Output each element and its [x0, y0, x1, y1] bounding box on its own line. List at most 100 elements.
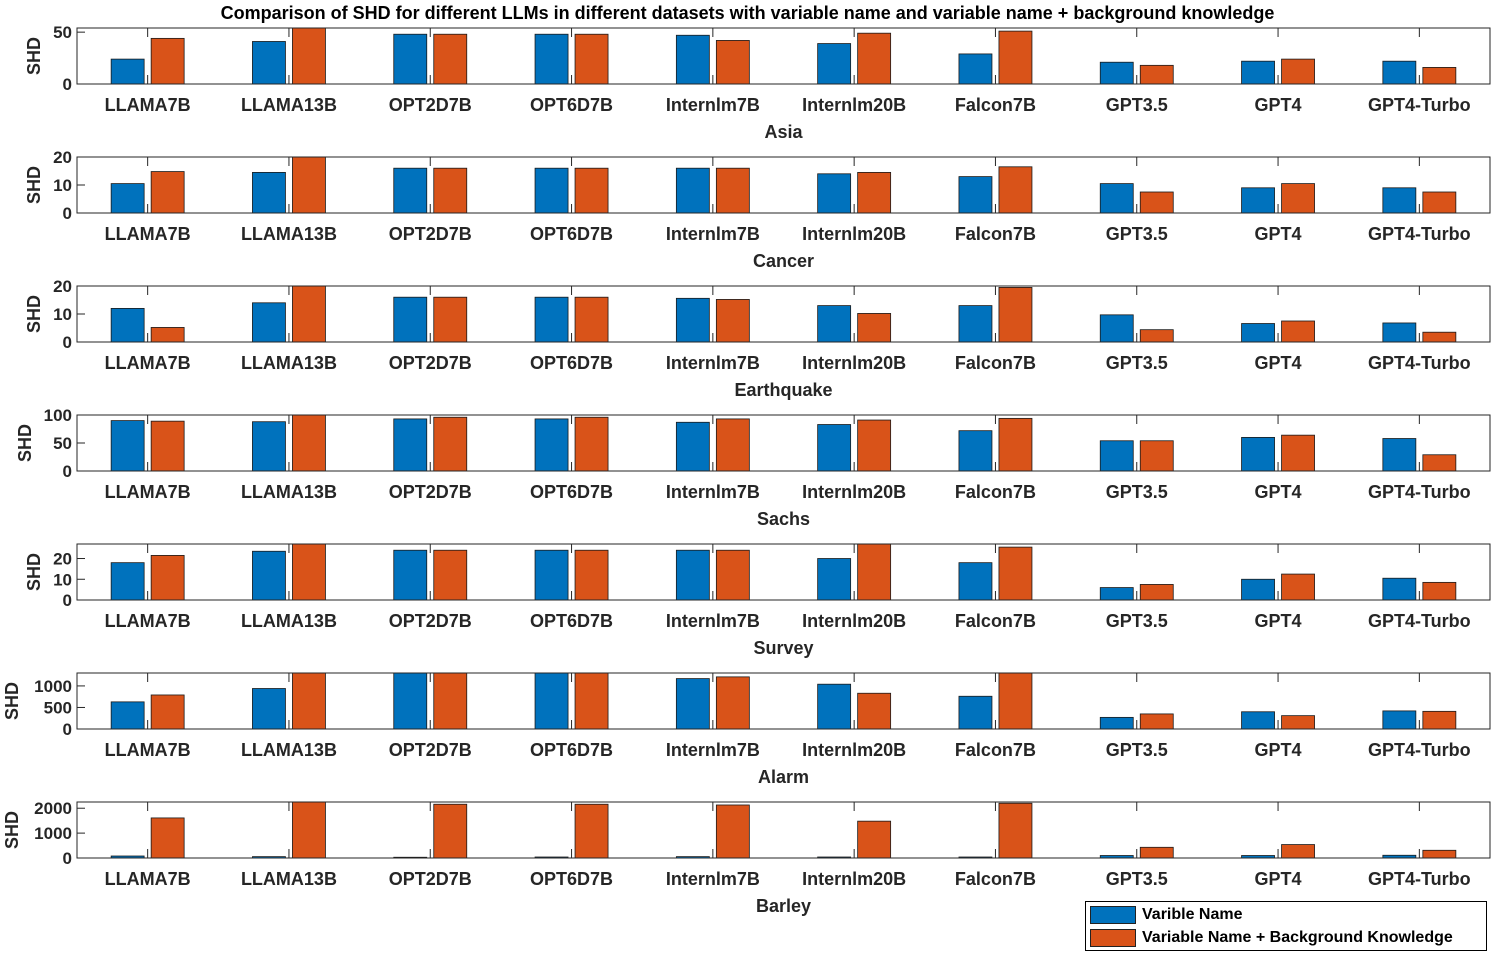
- bar-sachs-s2-gpt4-turbo: [1422, 454, 1457, 472]
- axes-box-alarm: [76, 672, 1491, 730]
- bar-survey-s2-internlm7b: [715, 549, 750, 601]
- bar-earthquake-s1-opt6d7b: [534, 296, 569, 343]
- bar-cancer-s1-gpt4-turbo: [1382, 187, 1417, 214]
- bar-sachs-s1-llama13b: [252, 421, 286, 472]
- x-tick-label-asia: OPT2D7B: [389, 95, 472, 115]
- x-tick-label-earthquake: LLAMA7B: [105, 353, 191, 373]
- x-tick-label-cancer: LLAMA13B: [241, 224, 337, 244]
- bar-alarm-s2-falcon7b: [998, 672, 1033, 730]
- bar-asia-s2-opt6d7b: [574, 33, 609, 85]
- y-tick-label-barley: 2000: [34, 799, 72, 818]
- x-tick-label-survey: OPT2D7B: [389, 611, 472, 631]
- bar-earthquake-s2-gpt4-turbo: [1422, 331, 1457, 343]
- x-tick-label-barley: LLAMA13B: [241, 869, 337, 889]
- x-tick-label-earthquake: GPT4-Turbo: [1368, 353, 1471, 373]
- bar-earthquake-s1-gpt4: [1241, 323, 1275, 343]
- x-tick-label-sachs: GPT4-Turbo: [1368, 482, 1471, 502]
- y-tick-label-cancer: 10: [53, 176, 72, 195]
- bar-asia-s2-llama7b: [150, 37, 185, 85]
- bar-alarm-s1-gpt3.5: [1099, 716, 1134, 730]
- bar-survey-s2-gpt4-turbo: [1422, 581, 1457, 601]
- x-tick-label-asia: GPT3.5: [1106, 95, 1168, 115]
- bar-asia-s1-gpt4: [1241, 60, 1275, 85]
- y-tick-label-sachs: 50: [53, 434, 72, 453]
- x-tick-label-cancer: Internlm20B: [802, 224, 906, 244]
- bar-asia-s2-gpt4: [1281, 58, 1315, 85]
- y-tick-label-cancer: 20: [53, 148, 72, 167]
- bar-cancer-s2-gpt4-turbo: [1422, 191, 1457, 214]
- x-tick-label-survey: Internlm20B: [802, 611, 906, 631]
- x-tick-label-sachs: LLAMA7B: [105, 482, 191, 502]
- legend-entry-variable-name: Varible Name: [1090, 904, 1243, 926]
- x-tick-label-cancer: Falcon7B: [955, 224, 1036, 244]
- bar-sachs-s2-opt2d7b: [433, 416, 468, 472]
- bar-survey-s1-llama13b: [252, 550, 286, 601]
- bar-sachs-s1-gpt4: [1241, 436, 1275, 472]
- bar-survey-s2-opt6d7b: [574, 549, 609, 601]
- bar-cancer-s2-gpt3.5: [1139, 191, 1174, 214]
- bar-barley-s2-falcon7b: [998, 802, 1033, 859]
- bar-alarm-s1-internlm7b: [675, 678, 710, 730]
- x-tick-label-earthquake: Internlm7B: [666, 353, 760, 373]
- bar-barley-s2-opt2d7b: [433, 803, 468, 859]
- bar-alarm-s2-opt6d7b: [574, 672, 609, 730]
- x-tick-label-earthquake: Falcon7B: [955, 353, 1036, 373]
- x-tick-label-barley: Falcon7B: [955, 869, 1036, 889]
- bar-sachs-s2-gpt3.5: [1139, 440, 1174, 472]
- x-tick-label-asia: GPT4-Turbo: [1368, 95, 1471, 115]
- y-tick-label-asia: 0: [63, 75, 72, 94]
- bar-survey-s2-falcon7b: [998, 546, 1033, 601]
- y-tick-label-sachs: 100: [44, 406, 72, 425]
- y-tick-label-earthquake: 0: [63, 333, 72, 352]
- bar-sachs-s1-llama7b: [110, 420, 145, 472]
- x-tick-label-barley: Internlm7B: [666, 869, 760, 889]
- legend-label-variable-name: Varible Name: [1142, 906, 1243, 923]
- bar-sachs-s1-gpt3.5: [1099, 440, 1134, 472]
- x-tick-label-survey: OPT6D7B: [530, 611, 613, 631]
- bar-asia-s1-gpt4-turbo: [1382, 60, 1417, 85]
- y-axis-label-alarm: SHD: [2, 682, 22, 720]
- x-tick-label-alarm: Internlm20B: [802, 740, 906, 760]
- bar-cancer-s1-gpt4: [1241, 187, 1275, 214]
- y-tick-label-survey: 10: [53, 570, 72, 589]
- bar-asia-s1-opt6d7b: [534, 33, 569, 85]
- bar-sachs-s1-opt6d7b: [534, 418, 569, 472]
- bar-sachs-s1-opt2d7b: [393, 418, 428, 472]
- x-tick-label-alarm: OPT2D7B: [389, 740, 472, 760]
- x-tick-label-asia: LLAMA13B: [241, 95, 337, 115]
- bar-barley-s2-gpt3.5: [1139, 846, 1174, 859]
- bar-alarm-s1-llama7b: [110, 701, 145, 730]
- bar-alarm-s2-internlm7b: [715, 676, 750, 730]
- y-tick-label-barley: 1000: [34, 824, 72, 843]
- bar-earthquake-s1-gpt3.5: [1099, 314, 1134, 343]
- x-tick-label-barley: GPT4-Turbo: [1368, 869, 1471, 889]
- bar-alarm-s1-opt2d7b: [393, 672, 428, 730]
- axes-box-asia: [76, 27, 1491, 85]
- bar-alarm-s2-gpt4-turbo: [1422, 710, 1457, 730]
- x-tick-label-cancer: OPT2D7B: [389, 224, 472, 244]
- bar-survey-s1-internlm20b: [817, 558, 852, 601]
- bar-cancer-s2-internlm7b: [715, 167, 750, 214]
- bar-alarm-s2-llama13b: [292, 672, 326, 730]
- legend-entry-background-knowledge: Variable Name + Background Knowledge: [1090, 927, 1453, 949]
- x-tick-label-sachs: GPT4: [1255, 482, 1302, 502]
- bar-cancer-s1-internlm7b: [675, 167, 710, 214]
- bar-survey-s1-gpt4: [1241, 578, 1275, 601]
- x-tick-label-earthquake: OPT6D7B: [530, 353, 613, 373]
- x-tick-label-earthquake: OPT2D7B: [389, 353, 472, 373]
- bar-sachs-s2-falcon7b: [998, 417, 1033, 472]
- bar-survey-s2-gpt3.5: [1139, 584, 1174, 601]
- bar-asia-s1-llama13b: [252, 41, 286, 85]
- axes-box-survey: [76, 543, 1491, 601]
- x-tick-label-survey: GPT3.5: [1106, 611, 1168, 631]
- x-tick-label-asia: OPT6D7B: [530, 95, 613, 115]
- x-tick-label-survey: Falcon7B: [955, 611, 1036, 631]
- bar-alarm-s2-opt2d7b: [433, 672, 468, 730]
- bar-sachs-s2-internlm7b: [715, 418, 750, 472]
- bar-cancer-s2-falcon7b: [998, 166, 1033, 214]
- bar-asia-s1-gpt3.5: [1099, 61, 1134, 85]
- bar-cancer-s1-internlm20b: [817, 173, 852, 214]
- axes-box-barley: [76, 801, 1491, 859]
- bar-survey-s1-falcon7b: [958, 562, 993, 601]
- bar-alarm-s1-llama13b: [252, 688, 286, 730]
